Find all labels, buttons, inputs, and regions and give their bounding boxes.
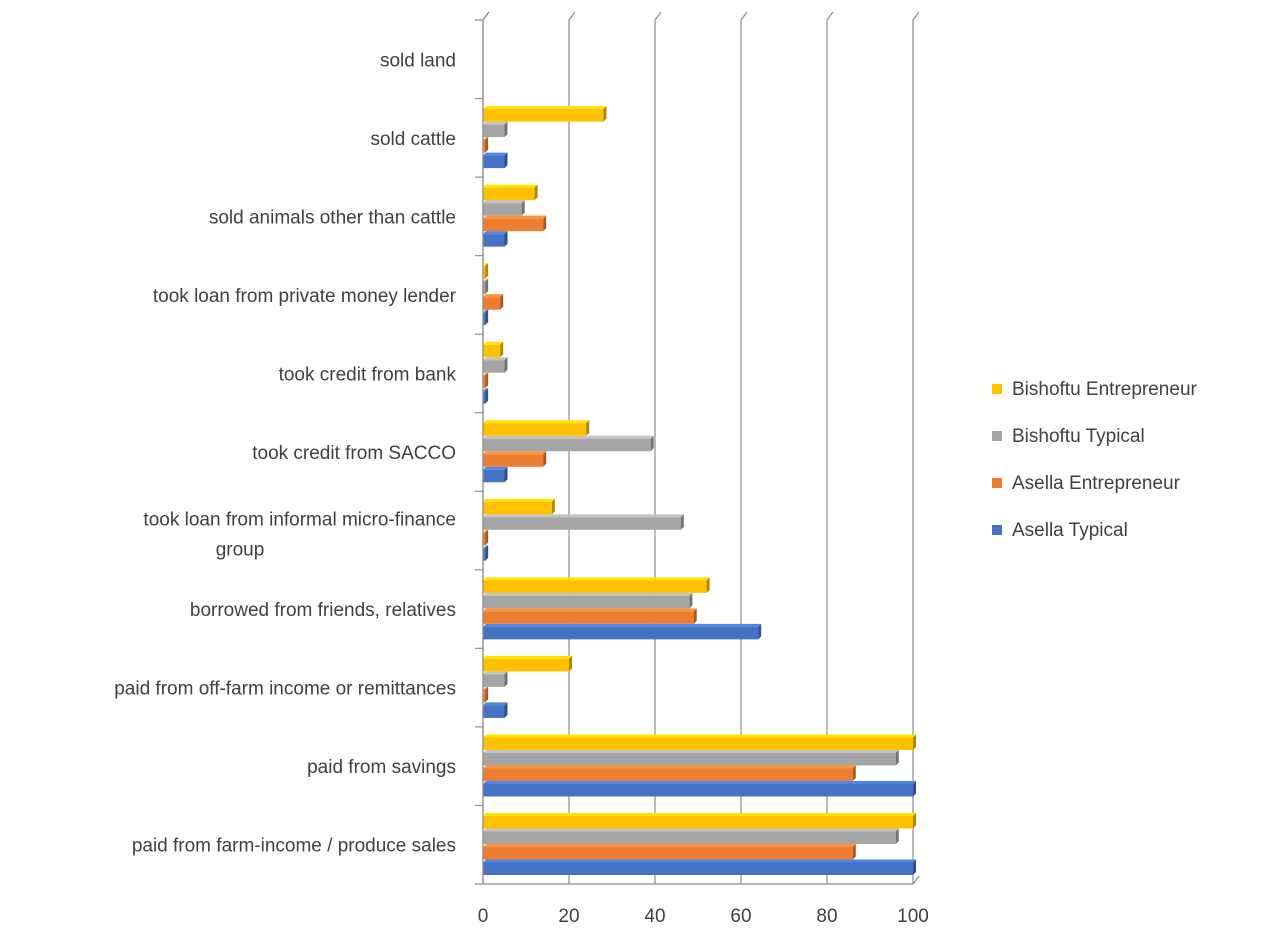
bar-asella-entrepreneur-took-credit-from-sacco xyxy=(483,451,547,467)
category-labels: paid from farm-income / produce sales pai… xyxy=(114,50,456,856)
legend-item-asella-entrepreneur: Asella Entrepreneur xyxy=(992,473,1181,494)
bar-bishoftu-entrepreneur-borrowed-from-friends-relatives xyxy=(483,577,710,593)
bar-asella-entrepreneur-paid-from-savings xyxy=(483,765,856,781)
bar-asella-entrepreneur-sold-animals-other-than-cattle xyxy=(483,215,547,232)
bar-asella-entrepreneur-took-credit-from-bank xyxy=(483,372,489,389)
bar-bishoftu-entrepreneur-paid-from-farm-income-produce-sales xyxy=(483,813,916,829)
bar-bishoftu-typical-sold-animals-other-than-cattle xyxy=(483,200,525,216)
bar-bishoftu-typical-paid-from-off-farm-income-or-remittances xyxy=(483,671,508,687)
legend-swatch xyxy=(992,384,1002,394)
bar-asella-entrepreneur-borrowed-from-friends-relatives xyxy=(483,608,697,624)
bar-bishoftu-typical-paid-from-farm-income-produce-sales xyxy=(483,828,899,844)
bar-asella-entrepreneur-sold-cattle xyxy=(483,137,489,153)
legend-item-bishoftu-entrepreneur: Bishoftu Entrepreneur xyxy=(992,379,1198,400)
category-label-paid-from-savings: paid from savings xyxy=(307,757,456,778)
x-tick-label-100: 100 xyxy=(897,906,929,927)
x-tick-label-60: 60 xyxy=(730,906,751,927)
bar-asella-typical-took-loan-from-private-money-lender xyxy=(483,309,489,326)
bar-bishoftu-entrepreneur-took-loan-from-private-money-lender xyxy=(483,263,489,279)
bar-asella-entrepreneur-paid-from-off-farm-income-or-remittances xyxy=(483,686,489,703)
gridline-100 xyxy=(912,11,920,884)
bar-bishoftu-entrepreneur-sold-cattle xyxy=(483,106,607,122)
bar-bishoftu-typical-took-credit-from-sacco xyxy=(483,435,654,452)
bar-bishoftu-entrepreneur-took-credit-from-bank xyxy=(483,341,504,358)
legend-label: Bishoftu Typical xyxy=(1012,426,1145,447)
x-tick-label-0: 0 xyxy=(478,906,489,927)
category-label-sold-cattle: sold cattle xyxy=(370,129,456,150)
gridline-60 xyxy=(740,11,748,884)
category-label-took-loan-from-informal-micro-finance-group: took loan from informal micro-finance gro… xyxy=(143,510,456,561)
category-label-took-credit-from-bank: took credit from bank xyxy=(279,364,457,385)
bar-bishoftu-entrepreneur-took-loan-from-informal-micro-finance-group xyxy=(483,498,555,515)
bar-asella-typical-sold-cattle xyxy=(483,152,508,169)
bar-asella-typical-paid-from-savings xyxy=(483,780,916,797)
bar-bishoftu-typical-borrowed-from-friends-relatives xyxy=(483,592,693,609)
bar-bishoftu-typical-paid-from-savings xyxy=(483,749,899,766)
axis xyxy=(475,11,920,885)
bar-bishoftu-typical-sold-cattle xyxy=(483,121,508,138)
bar-asella-typical-sold-animals-other-than-cattle xyxy=(483,231,508,247)
category-label-took-credit-from-sacco: took credit from SACCO xyxy=(252,443,456,464)
bar-asella-entrepreneur-took-loan-from-informal-micro-finance-group xyxy=(483,529,489,546)
bar-asella-entrepreneur-paid-from-farm-income-produce-sales xyxy=(483,844,856,860)
bar-asella-typical-took-loan-from-informal-micro-finance-group xyxy=(483,545,489,561)
legend-label: Asella Typical xyxy=(1012,520,1128,541)
bar-bishoftu-typical-took-credit-from-bank xyxy=(483,357,508,373)
bars xyxy=(483,106,916,875)
gridline-80 xyxy=(826,11,834,884)
bar-asella-typical-paid-from-farm-income-produce-sales xyxy=(483,859,916,875)
bar-asella-typical-paid-from-off-farm-income-or-remittances xyxy=(483,702,508,718)
category-label-took-loan-from-private-money-lender: took loan from private money lender xyxy=(153,286,457,307)
legend-swatch xyxy=(992,431,1002,441)
axis-lines xyxy=(482,11,920,885)
category-label-borrowed-from-friends-relatives: borrowed from friends, relatives xyxy=(190,600,456,621)
bar-asella-typical-took-credit-from-sacco xyxy=(483,466,508,483)
legend-swatch xyxy=(992,525,1002,535)
bar-asella-typical-took-credit-from-bank xyxy=(483,388,489,404)
category-label-sold-land: sold land xyxy=(380,50,456,71)
bar-bishoftu-entrepreneur-sold-animals-other-than-cattle xyxy=(483,184,538,201)
bar-asella-typical-borrowed-from-friends-relatives xyxy=(483,623,762,640)
legend-item-asella-typical: Asella Typical xyxy=(992,520,1128,541)
legend-item-bishoftu-typical: Bishoftu Typical xyxy=(992,426,1145,447)
tick-labels: 0 20 40 60 80 100 xyxy=(478,906,929,927)
legend-swatch xyxy=(992,478,1002,488)
bar-bishoftu-entrepreneur-paid-from-savings xyxy=(483,734,916,750)
bar-bishoftu-typical-took-loan-from-private-money-lender xyxy=(483,278,489,295)
x-tick-label-80: 80 xyxy=(816,906,837,927)
bar-bishoftu-entrepreneur-took-credit-from-sacco xyxy=(483,420,590,436)
bar-asella-entrepreneur-took-loan-from-private-money-lender xyxy=(483,294,504,310)
bar-bishoftu-typical-took-loan-from-informal-micro-finance-group xyxy=(483,514,684,530)
bar-bishoftu-entrepreneur-paid-from-off-farm-income-or-remittances xyxy=(483,655,572,672)
category-label-paid-from-farm-income-produce-sales: paid from farm-income / produce sales xyxy=(132,836,456,857)
legend: Bishoftu Entrepreneur Bishoftu Typical Ase… xyxy=(992,379,1198,541)
legend-label: Asella Entrepreneur xyxy=(1012,473,1181,494)
category-label-paid-from-off-farm-income-or-remittances: paid from off-farm income or remittances xyxy=(114,679,456,700)
category-label-sold-animals-other-than-cattle: sold animals other than cattle xyxy=(209,207,456,228)
legend-label: Bishoftu Entrepreneur xyxy=(1012,379,1198,400)
x-tick-label-40: 40 xyxy=(644,906,665,927)
x-tick-label-20: 20 xyxy=(558,906,579,927)
